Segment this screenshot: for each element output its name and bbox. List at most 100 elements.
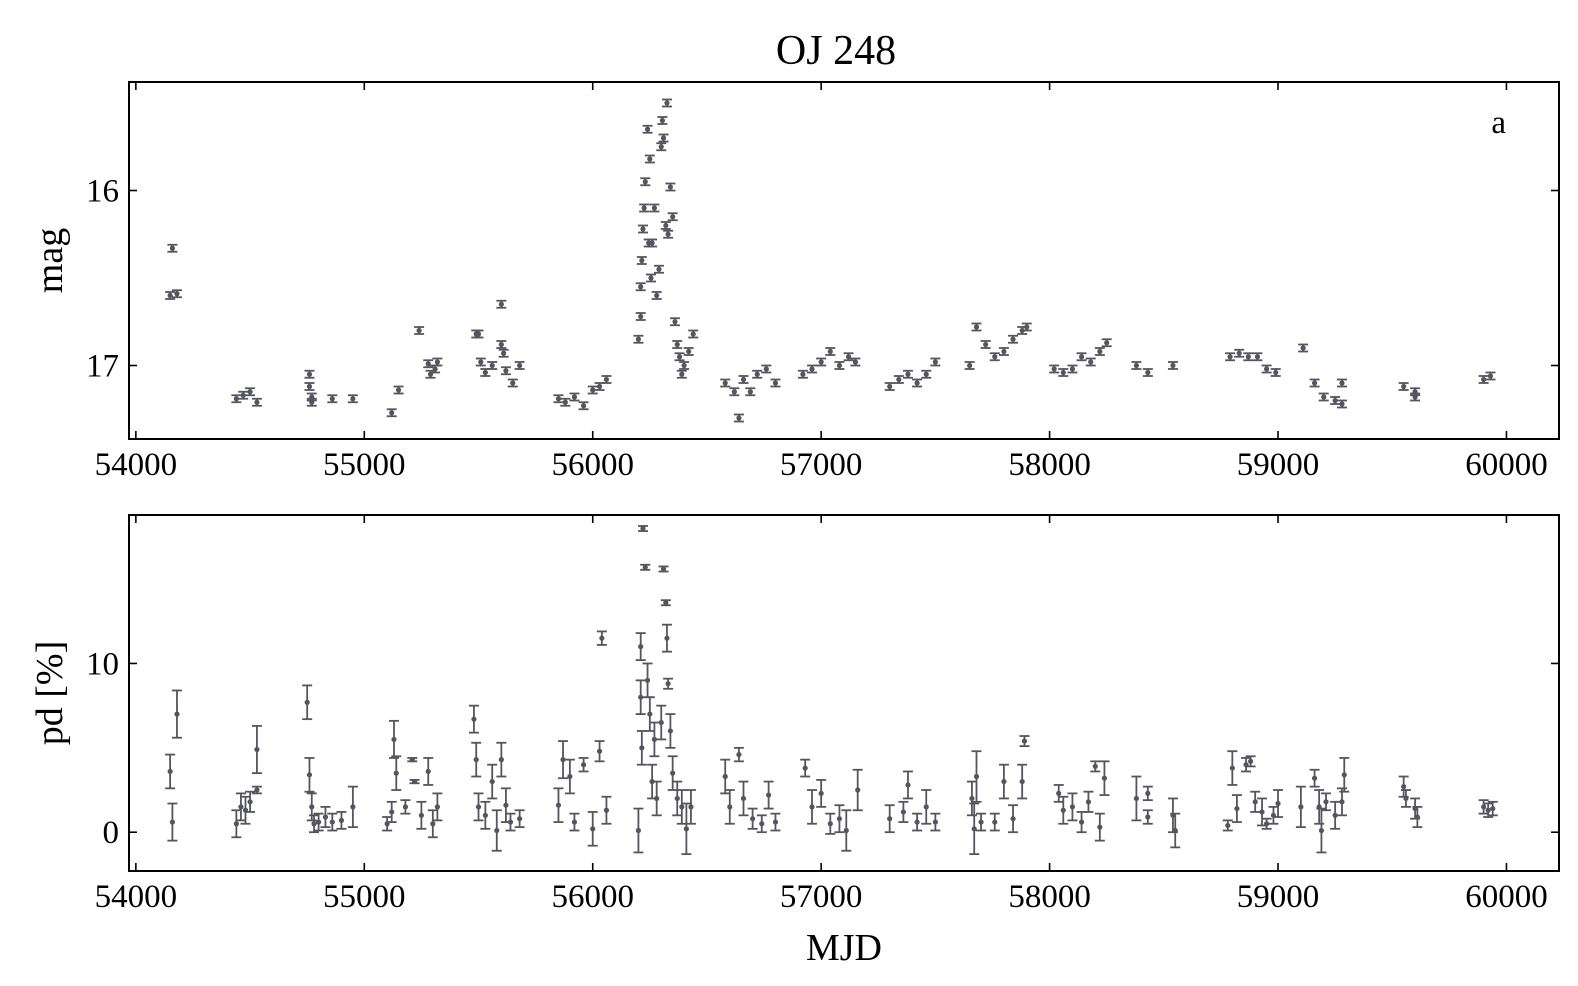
magnitude-data-point [661,98,672,108]
polarization-data-point [388,719,399,759]
magnitude-data-point [633,334,644,344]
magnitude-marker [809,366,815,372]
magnitude-x-tick-label: 56000 [551,447,634,483]
polarization-marker [667,728,673,734]
polarization-data-point [304,757,315,793]
polarization-data-point [898,800,909,823]
polarization-marker [482,812,488,818]
polarization-data-point [409,778,420,785]
magnitude-data-point [304,369,315,379]
polarization-data-point [514,809,525,829]
polarization-data-point [400,799,411,815]
magnitude-marker [800,371,806,377]
magnitude-marker [681,362,687,369]
magnitude-marker [233,396,239,402]
polarization-marker [1323,799,1329,805]
magnitude-data-point [496,299,507,309]
polarization-data-point [1295,785,1306,829]
polarization-data-point [633,807,644,854]
magnitude-data-point [964,361,975,370]
magnitude-data-point [657,116,668,125]
magnitude-data-point [473,329,484,339]
polarization-data-point [676,789,687,825]
polarization-data-point [738,780,749,817]
polarization-marker [1275,800,1281,807]
magnitude-data-point [1478,375,1489,384]
magnitude-marker [1024,324,1030,330]
polarization-marker [1078,819,1085,825]
magnitude-data-point [807,364,818,374]
polarization-marker [932,819,938,825]
magnitude-data-point [816,357,827,367]
magnitude-data-point [1243,352,1254,362]
polarization-data-point [569,812,580,832]
polarization-marker [338,817,345,823]
magnitude-marker [174,291,180,297]
polarization-data-point [902,770,913,800]
polarization-marker [1298,804,1304,810]
magnitude-data-point [480,368,491,377]
polarization-marker [425,768,431,775]
magnitude-data-point [660,221,671,230]
polarization-marker [1318,827,1325,834]
magnitude-data-point [1298,343,1309,353]
polarization-marker [1085,799,1092,805]
polarization-marker [1092,763,1098,769]
magnitude-data-point [720,378,731,388]
magnitude-data-point [989,352,1000,362]
polarization-marker [316,819,322,825]
polarization-data-point [663,677,674,690]
polarization-marker [1332,812,1338,818]
polarization-data-point [841,809,852,852]
magnitude-marker [1170,362,1176,369]
magnitude-data-point [930,357,941,367]
magnitude-marker [167,292,173,299]
polarization-marker [418,812,424,818]
magnitude-marker [596,383,603,390]
magnitude-data-point [674,352,685,362]
polarization-marker [430,821,436,827]
magnitude-x-tick-label: 54000 [95,447,178,483]
polarization-data-point [500,787,511,823]
polarization-x-ticks: 54000 55000 56000 57000 58000 59000 60000 [95,515,1548,915]
magnitude-data-point [327,394,338,404]
magnitude-marker [389,410,395,416]
polarization-marker [580,762,587,768]
polarization-marker [402,804,409,810]
magnitude-marker [562,399,568,405]
polarization-data-point [651,780,662,817]
polarization-data-point [1487,800,1498,817]
polarization-data-point [665,713,676,749]
magnitude-data-point [1336,399,1347,409]
magnitude-data-point [635,282,646,292]
magnitude-data-point [644,154,655,164]
magnitude-data-point [651,291,662,300]
magnitude-data-point [902,369,913,379]
polarization-data-point [487,763,498,800]
polarization-data-point [423,757,434,786]
polarization-marker [494,827,500,834]
polarization-data-point [1142,785,1153,802]
magnitude-data-point [893,375,904,384]
polarization-marker [590,826,596,832]
polarization-marker [759,821,765,827]
polarization-data-point [432,792,443,822]
polarization-data-point [1131,775,1142,822]
magnitude-data-point [1142,368,1153,377]
polarization-data-point [480,800,491,830]
polarization-data-point [1261,817,1272,830]
polarization-data-point [1142,809,1153,825]
polarization-y-tick-label: 0 [103,815,120,851]
magnitude-marker [247,389,253,395]
magnitude-marker [932,359,938,365]
polarization-marker [660,566,667,572]
magnitude-marker [772,380,779,386]
polarization-marker [887,816,893,822]
magnitude-data-point [921,369,932,379]
polarization-data-point [1320,792,1331,812]
magnitude-marker [747,389,753,395]
polarization-marker [1229,765,1235,771]
polarization-marker [311,821,317,827]
magnitude-data-point [667,212,678,222]
